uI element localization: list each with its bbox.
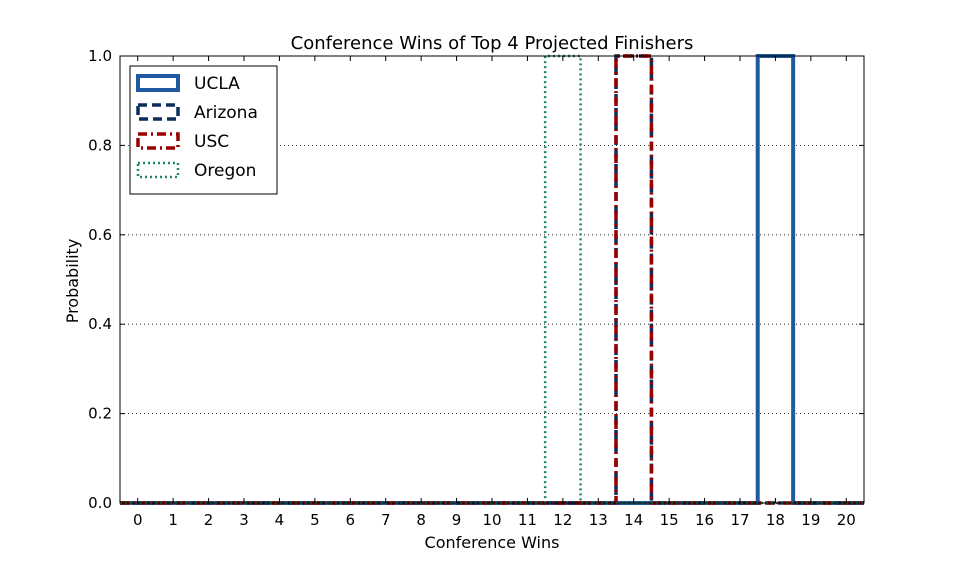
legend-label-ucla: UCLA <box>194 74 240 94</box>
x-tick-label: 17 <box>730 511 749 529</box>
y-axis-label: Probability <box>63 239 82 324</box>
x-tick-label: 12 <box>553 511 572 529</box>
x-axis-ticks: 0 1 2 3 4 5 6 7 8 9 10 11 12 13 14 15 16 17 18 19 20 <box>133 56 856 529</box>
y-tick-label: 1.0 <box>88 47 112 65</box>
x-tick-label: 9 <box>452 511 462 529</box>
y-axis-ticks: 0.0 0.2 0.4 0.6 0.8 1.0 <box>88 47 864 512</box>
x-tick-label: 7 <box>381 511 391 529</box>
x-tick-label: 14 <box>624 511 643 529</box>
y-tick-label: 0.8 <box>88 136 112 154</box>
x-tick-label: 10 <box>482 511 501 529</box>
x-tick-label: 11 <box>518 511 537 529</box>
x-tick-label: 18 <box>766 511 785 529</box>
x-tick-label: 3 <box>239 511 249 529</box>
x-tick-label: 8 <box>416 511 426 529</box>
x-tick-label: 19 <box>801 511 820 529</box>
y-tick-label: 0.4 <box>88 315 112 333</box>
x-tick-label: 16 <box>695 511 714 529</box>
x-tick-label: 4 <box>275 511 285 529</box>
x-tick-label: 6 <box>346 511 356 529</box>
x-tick-label: 1 <box>168 511 178 529</box>
legend-swatch-usc <box>136 132 180 150</box>
chart-title: Conference Wins of Top 4 Projected Finis… <box>291 33 694 54</box>
legend-label-arizona: Arizona <box>194 103 258 123</box>
x-axis-label: Conference Wins <box>425 533 560 552</box>
x-tick-label: 20 <box>837 511 856 529</box>
legend: UCLA Arizona USC Oregon <box>129 65 278 195</box>
legend-label-oregon: Oregon <box>194 161 256 181</box>
legend-box <box>129 65 278 195</box>
x-tick-label: 5 <box>310 511 320 529</box>
x-tick-label: 2 <box>204 511 214 529</box>
x-tick-label: 13 <box>589 511 608 529</box>
legend-swatch-arizona <box>136 103 180 121</box>
legend-label-usc: USC <box>194 132 229 152</box>
y-tick-label: 0.0 <box>88 494 112 512</box>
y-tick-label: 0.6 <box>88 226 112 244</box>
x-tick-label: 15 <box>660 511 679 529</box>
y-tick-label: 0.2 <box>88 405 112 423</box>
legend-swatch-oregon <box>136 161 180 179</box>
legend-swatch-ucla <box>136 74 180 92</box>
x-tick-label: 0 <box>133 511 143 529</box>
